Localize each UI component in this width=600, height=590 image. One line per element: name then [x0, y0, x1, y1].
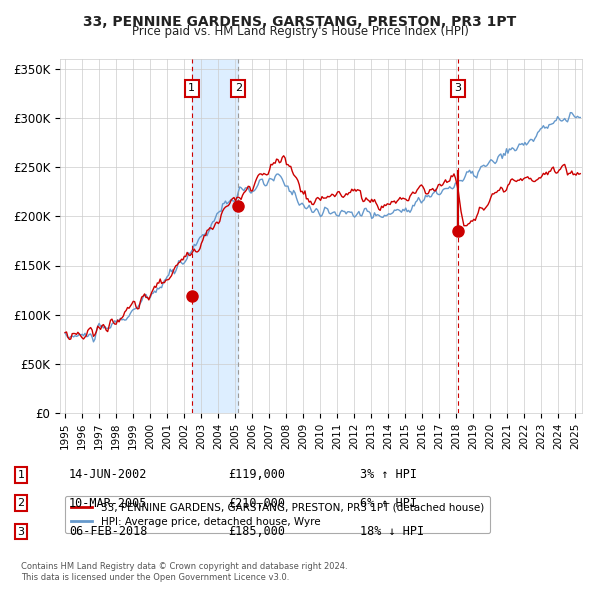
Text: 2: 2 — [235, 84, 242, 93]
Bar — [192, 59, 238, 413]
Text: 10-MAR-2005: 10-MAR-2005 — [69, 497, 148, 510]
Text: £119,000: £119,000 — [228, 468, 285, 481]
Text: Contains HM Land Registry data © Crown copyright and database right 2024.: Contains HM Land Registry data © Crown c… — [21, 562, 347, 571]
Legend: 33, PENNINE GARDENS, GARSTANG, PRESTON, PR3 1PT (detached house), HPI: Average p: 33, PENNINE GARDENS, GARSTANG, PRESTON, … — [65, 496, 490, 533]
Text: 3: 3 — [454, 84, 461, 93]
Text: This data is licensed under the Open Government Licence v3.0.: This data is licensed under the Open Gov… — [21, 573, 289, 582]
Text: 06-FEB-2018: 06-FEB-2018 — [69, 525, 148, 538]
Text: £185,000: £185,000 — [228, 525, 285, 538]
Text: £210,000: £210,000 — [228, 497, 285, 510]
Text: Price paid vs. HM Land Registry's House Price Index (HPI): Price paid vs. HM Land Registry's House … — [131, 25, 469, 38]
Text: 18% ↓ HPI: 18% ↓ HPI — [360, 525, 424, 538]
Text: 2: 2 — [17, 499, 25, 508]
Text: 1: 1 — [17, 470, 25, 480]
Text: 33, PENNINE GARDENS, GARSTANG, PRESTON, PR3 1PT: 33, PENNINE GARDENS, GARSTANG, PRESTON, … — [83, 15, 517, 29]
Text: 14-JUN-2002: 14-JUN-2002 — [69, 468, 148, 481]
Text: 3: 3 — [17, 527, 25, 536]
Text: 1: 1 — [188, 84, 195, 93]
Text: 3% ↑ HPI: 3% ↑ HPI — [360, 468, 417, 481]
Text: 6% ↑ HPI: 6% ↑ HPI — [360, 497, 417, 510]
